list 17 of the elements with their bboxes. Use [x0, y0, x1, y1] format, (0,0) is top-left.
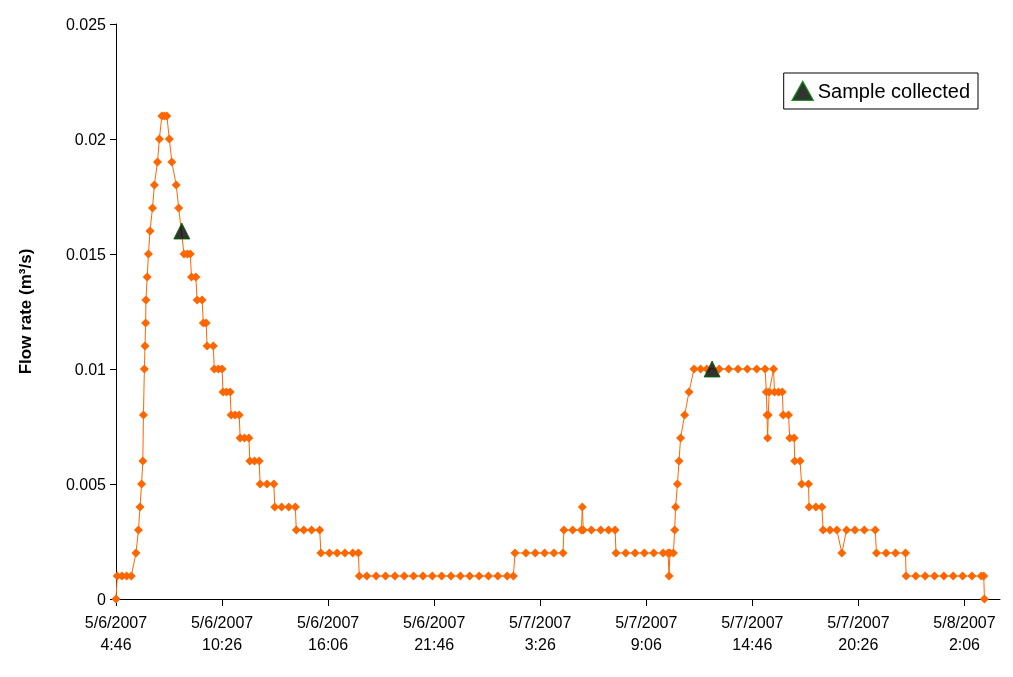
y-tick-label: 0.015: [65, 245, 107, 263]
x-tick-label: 5/7/2007 9:06: [615, 613, 678, 653]
x-tick-label: 5/8/2007 2:06: [933, 613, 996, 653]
x-tick-label: 5/6/2007 21:46: [403, 613, 466, 653]
x-tick-label: 5/7/2007 3:26: [509, 613, 572, 653]
y-tick-label: 0: [97, 590, 107, 608]
x-tick-label: 5/6/2007 4:46: [84, 613, 148, 653]
y-tick-label: 0.01: [74, 360, 107, 378]
y-tick-label: 0.005: [65, 475, 107, 493]
legend-label: Sample collected: [817, 80, 971, 102]
y-tick-label: 0.02: [74, 130, 107, 148]
x-tick-label: 5/6/2007 10:26: [190, 613, 254, 653]
x-tick-label: 5/7/2007 14:46: [721, 613, 784, 653]
y-axis-title: Flow rate (m³/s): [16, 248, 35, 375]
x-tick-label: 5/6/2007 16:06: [296, 613, 360, 653]
x-tick-label: 5/7/2007 20:26: [827, 613, 890, 653]
y-tick-label: 0.025: [65, 15, 107, 33]
